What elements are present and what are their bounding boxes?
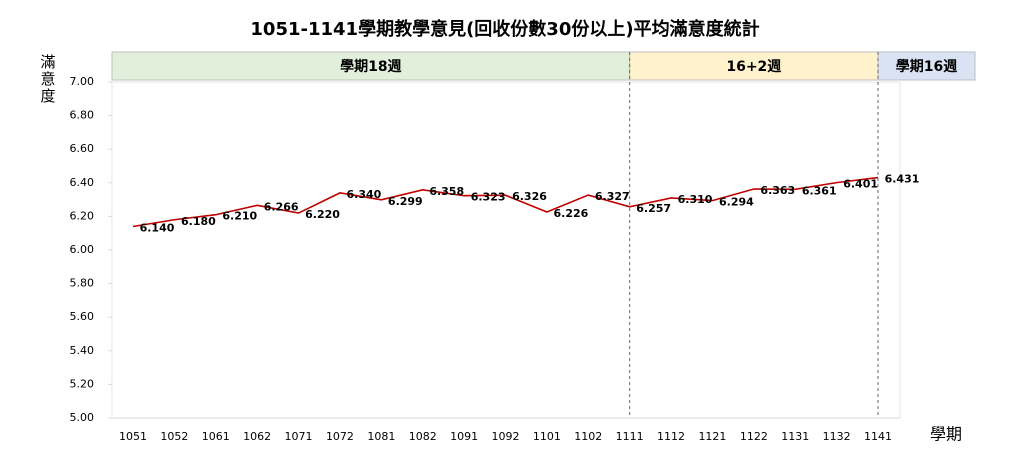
data-label: 6.323 (471, 191, 506, 204)
data-label: 6.340 (347, 188, 382, 201)
y-tick-label: 5.00 (70, 411, 95, 424)
band-label: 學期16週 (896, 59, 957, 75)
x-tick-label: 1092 (492, 430, 520, 443)
x-tick-label: 1121 (698, 430, 726, 443)
x-tick-label: 1081 (367, 430, 395, 443)
y-tick-label: 6.00 (70, 243, 95, 256)
y-tick-label: 6.80 (70, 109, 95, 122)
x-tick-label: 1062 (243, 430, 271, 443)
data-label: 6.358 (429, 185, 464, 198)
x-tick-label: 1102 (574, 430, 602, 443)
data-label: 6.210 (222, 210, 257, 223)
data-label: 6.361 (802, 184, 837, 197)
x-tick-label: 1112 (657, 430, 685, 443)
data-label: 6.326 (512, 190, 547, 203)
x-tick-label: 1132 (823, 430, 851, 443)
band (629, 51, 879, 81)
plot-area (111, 81, 901, 419)
x-axis-label: 學期 (930, 425, 962, 444)
x-tick-label: 1101 (533, 430, 561, 443)
y-tick-label: 7.00 (70, 75, 95, 88)
y-tick-label: 5.60 (70, 310, 95, 323)
x-tick-label: 1122 (740, 430, 768, 443)
data-label: 6.266 (264, 200, 299, 213)
y-tick-label: 5.40 (70, 344, 95, 357)
chart-title: 1051-1141學期教學意見(回收份數30份以上)平均滿意度統計 (250, 18, 759, 40)
data-label: 6.431 (885, 173, 920, 186)
x-tick-label: 1072 (326, 430, 354, 443)
data-label: 6.327 (595, 190, 630, 203)
x-tick-label: 1051 (119, 430, 147, 443)
data-label: 6.140 (140, 221, 175, 234)
line (132, 176, 879, 228)
data-label: 6.363 (760, 184, 795, 197)
x-tick-label: 1061 (202, 430, 230, 443)
y-tick-label: 5.20 (70, 377, 95, 390)
y-tick-label: 6.20 (70, 209, 95, 222)
x-tick-label: 1052 (160, 430, 188, 443)
y-axis-label: 滿意度 (40, 53, 55, 105)
data-label: 6.257 (636, 202, 671, 215)
y-tick-label: 5.80 (70, 277, 95, 290)
data-label: 6.299 (388, 195, 423, 208)
band-label: 學期18週 (340, 59, 401, 75)
x-tick-label: 1111 (616, 430, 644, 443)
x-tick-label: 1082 (409, 430, 437, 443)
y-tick-label: 6.40 (70, 176, 95, 189)
data-label: 6.220 (305, 208, 340, 221)
data-label: 6.226 (553, 207, 588, 220)
x-tick-label: 1131 (781, 430, 809, 443)
band (111, 51, 631, 81)
data-label: 6.401 (843, 178, 878, 191)
data-label: 6.180 (181, 215, 216, 228)
y-tick-label: 6.60 (70, 142, 95, 155)
x-tick-label: 1071 (285, 430, 313, 443)
band-label: 16+2週 (726, 59, 781, 75)
x-tick-label: 1091 (450, 430, 478, 443)
data-label: 6.294 (719, 196, 754, 209)
data-label: 6.310 (678, 193, 713, 206)
x-tick-label: 1141 (864, 430, 892, 443)
